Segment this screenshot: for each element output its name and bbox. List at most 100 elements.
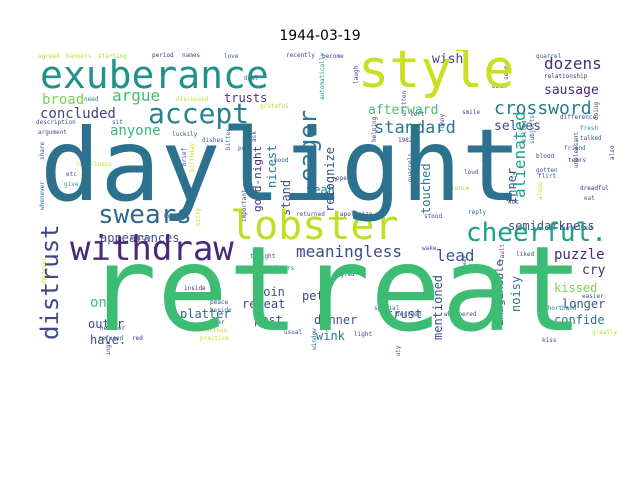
word: description	[36, 119, 76, 126]
word: confide	[554, 313, 605, 327]
word: returned	[296, 211, 325, 218]
word: pet	[302, 289, 324, 303]
word: coin	[256, 285, 285, 299]
word: starting	[98, 53, 127, 60]
word: kiss	[542, 337, 557, 344]
word: have.	[90, 333, 127, 347]
word: retreat	[86, 220, 584, 356]
word: kissed	[554, 281, 598, 295]
word: automatically	[319, 53, 326, 100]
word: back	[492, 83, 507, 90]
word: names	[182, 52, 201, 59]
word: give	[64, 181, 79, 188]
word: lobster	[230, 203, 399, 249]
word: afterward	[368, 103, 439, 118]
word: greatly	[592, 329, 618, 336]
word: deal	[244, 75, 259, 82]
word: agreed	[38, 53, 60, 60]
word: refused	[98, 335, 124, 342]
word: become	[322, 53, 344, 60]
word: daylight	[40, 107, 522, 224]
word: difference	[560, 114, 597, 121]
word: quarrel	[536, 53, 562, 60]
word: cheerful.	[466, 218, 607, 248]
word: meaningless	[296, 242, 402, 261]
word: sister	[130, 235, 152, 242]
word: dreadful	[580, 185, 609, 192]
word: sausage	[544, 83, 599, 98]
word: gotten	[536, 167, 558, 174]
word: discussed	[176, 96, 209, 103]
word: loneliness	[76, 161, 113, 168]
word: talked	[580, 135, 602, 142]
word: tonight	[250, 253, 276, 260]
word: yeah	[306, 183, 335, 197]
word: dishes	[202, 137, 224, 144]
word: shorthand	[544, 305, 577, 312]
word: liked	[516, 251, 535, 258]
word: hours	[276, 265, 295, 272]
word: light	[354, 331, 373, 338]
word: reply	[468, 209, 487, 216]
word: practice	[200, 335, 229, 342]
word: usual	[284, 329, 303, 336]
word: red	[132, 335, 143, 342]
word: appearances	[100, 231, 180, 245]
word: style	[358, 50, 515, 100]
word: standard	[374, 118, 456, 138]
word: inside	[184, 285, 206, 292]
word: wink	[316, 329, 345, 343]
word: dozens	[544, 54, 602, 73]
word: friend	[564, 145, 586, 152]
word: 1982	[398, 137, 413, 144]
word: longer	[562, 297, 606, 311]
word: etc	[66, 171, 77, 178]
word: selves	[494, 119, 541, 134]
word: beside	[210, 307, 232, 314]
word: mood	[274, 157, 289, 164]
word: luckily	[172, 131, 198, 138]
word: broad	[42, 92, 85, 108]
word: wake	[422, 245, 437, 252]
word: glad	[340, 271, 355, 278]
word: recently	[286, 52, 315, 59]
word: platter	[180, 307, 231, 321]
word: eat	[584, 195, 595, 202]
word: hope	[164, 213, 179, 220]
word: dinner	[314, 313, 358, 327]
word: loud	[464, 169, 479, 176]
word: also	[609, 145, 616, 160]
word: sit	[112, 119, 123, 126]
word: flirt	[538, 173, 557, 180]
word: decided	[396, 311, 422, 318]
word: lead	[436, 246, 475, 265]
word: exuberance	[40, 53, 269, 97]
word: on.	[90, 295, 116, 311]
word: doing	[593, 101, 600, 120]
word-cloud: agreed banners starting period names lov…	[34, 50, 618, 356]
word: wish	[432, 52, 464, 67]
word: period	[152, 52, 174, 59]
word: easier	[582, 293, 604, 300]
word: cry	[582, 263, 606, 278]
word: outer	[88, 317, 125, 331]
word: accept	[148, 97, 250, 130]
word: hot	[508, 199, 519, 206]
word: semidarkness	[508, 219, 595, 233]
word: argue	[112, 86, 161, 105]
word: argument	[38, 129, 67, 136]
word: silence	[444, 185, 470, 192]
word: crossword	[494, 98, 592, 119]
word: left	[410, 111, 425, 118]
word: various	[202, 327, 228, 334]
word: concluded	[40, 106, 116, 122]
word: special	[374, 305, 400, 312]
word: open	[336, 175, 351, 182]
word: fresh	[580, 125, 599, 132]
word: put	[238, 145, 249, 152]
word: stood	[424, 213, 443, 220]
word: smile	[462, 109, 481, 116]
word: puzzle	[554, 247, 605, 263]
word: peace	[210, 299, 229, 306]
word: trusts	[224, 91, 268, 105]
